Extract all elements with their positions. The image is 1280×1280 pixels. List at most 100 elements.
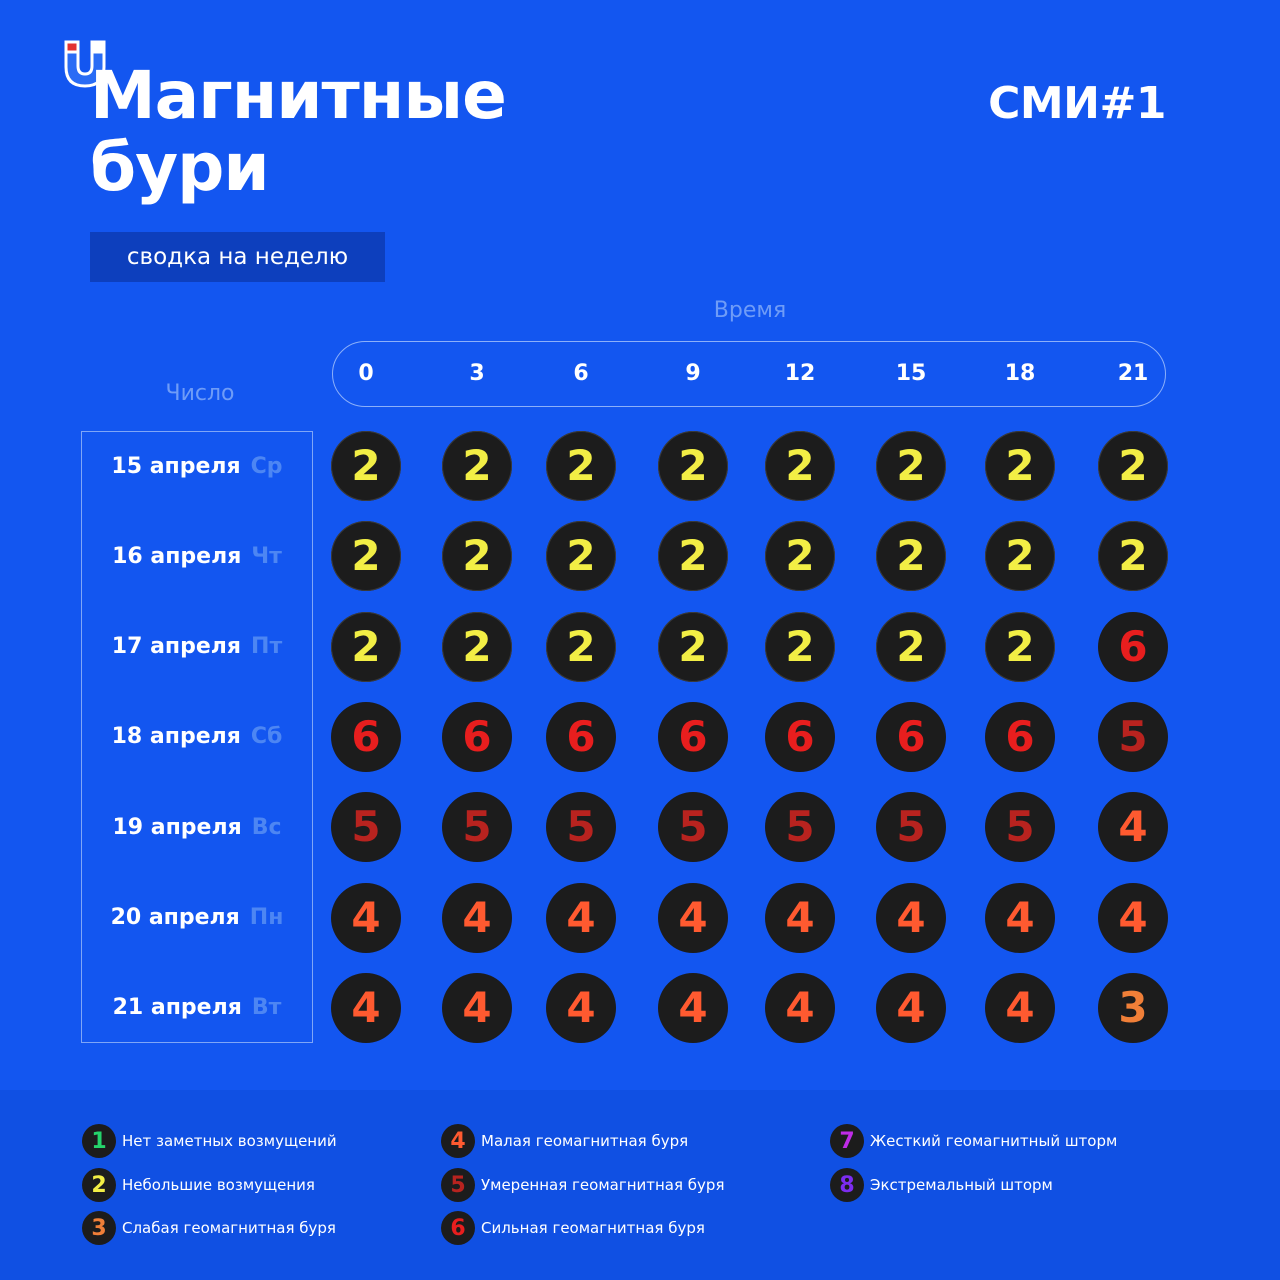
kp-level-cell: 4	[442, 972, 512, 1043]
kp-level-cell: 5	[658, 792, 728, 863]
legend-label: Слабая геомагнитная буря	[122, 1219, 336, 1237]
legend-level-badge: 2	[82, 1168, 116, 1202]
kp-level-cell: 5	[876, 792, 946, 863]
hour-label: 18	[1004, 361, 1036, 386]
legend-item: 3 Слабая геомагнитная буря	[82, 1211, 336, 1245]
brand-logo-text: СМИ#1	[988, 78, 1166, 129]
kp-level-cell: 6	[658, 701, 728, 772]
hour-label: 6	[573, 361, 589, 386]
date-row: 15 апреля Ср	[81, 446, 313, 486]
title-line-2: бури	[90, 129, 270, 206]
magnet-icon	[64, 40, 106, 88]
date-label: 16 апреля	[112, 543, 242, 569]
legend-level-badge: 1	[82, 1124, 116, 1158]
kp-level-cell: 2	[876, 611, 946, 682]
kp-level-cell: 2	[985, 611, 1055, 682]
hours-header	[332, 341, 1166, 407]
date-label: 20 апреля	[110, 905, 240, 930]
kp-level-cell: 5	[546, 792, 616, 863]
kp-level-cell: 6	[876, 701, 946, 772]
legend-level-badge: 5	[441, 1168, 475, 1202]
kp-level-cell: 4	[985, 882, 1055, 953]
legend-label: Малая геомагнитная буря	[481, 1132, 689, 1150]
kp-level-cell: 5	[985, 792, 1055, 863]
legend-label: Жесткий геомагнитный шторм	[870, 1132, 1118, 1150]
kp-level-cell: 4	[765, 972, 835, 1043]
date-row: 21 апреля Вт	[81, 988, 313, 1028]
kp-level-cell: 4	[658, 882, 728, 953]
date-row: 16 апреля Чт	[81, 536, 313, 576]
legend-panel	[0, 1090, 1280, 1280]
kp-level-cell: 2	[765, 431, 835, 501]
date-row: 18 апреля Сб	[81, 717, 313, 757]
kp-level-cell: 6	[331, 701, 401, 772]
date-row: 20 апреля Пн	[81, 898, 313, 938]
kp-level-cell: 2	[546, 611, 616, 682]
weekday-label: Чт	[251, 543, 282, 569]
subtitle-badge: сводка на неделю	[90, 232, 385, 282]
weekday-label: Ср	[250, 453, 283, 479]
kp-level-cell: 2	[1098, 431, 1168, 501]
title-line-1: Магнитные	[90, 57, 507, 134]
dates-column	[81, 431, 313, 1043]
kp-level-cell: 2	[658, 611, 728, 682]
kp-level-cell: 5	[1098, 701, 1168, 772]
legend-item: 2 Небольшие возмущения	[82, 1168, 315, 1202]
kp-level-cell: 4	[1098, 882, 1168, 953]
legend-label: Небольшие возмущения	[122, 1176, 315, 1194]
kp-level-cell: 4	[876, 972, 946, 1043]
kp-level-cell: 6	[442, 701, 512, 772]
legend-level-badge: 7	[830, 1124, 864, 1158]
kp-level-cell: 2	[876, 431, 946, 501]
kp-level-cell: 6	[546, 701, 616, 772]
legend-label: Умеренная геомагнитная буря	[481, 1176, 725, 1194]
date-row: 19 апреля Вс	[81, 807, 313, 847]
date-label: 18 апреля	[111, 724, 241, 750]
kp-level-cell: 2	[442, 521, 512, 592]
hour-label: 15	[895, 361, 927, 386]
kp-level-cell: 2	[765, 521, 835, 592]
hour-label: 0	[358, 361, 374, 386]
kp-level-cell: 4	[658, 972, 728, 1043]
kp-level-cell: 5	[442, 792, 512, 863]
kp-level-cell: 2	[442, 611, 512, 682]
legend-item: 4 Малая геомагнитная буря	[441, 1124, 688, 1158]
date-label: 19 апреля	[112, 814, 242, 840]
legend-level-badge: 4	[441, 1124, 475, 1158]
hour-label: 12	[784, 361, 816, 386]
kp-level-cell: 4	[765, 882, 835, 953]
kp-level-cell: 6	[765, 701, 835, 772]
kp-level-cell: 2	[658, 431, 728, 501]
kp-level-cell: 2	[546, 431, 616, 501]
kp-level-cell: 2	[765, 611, 835, 682]
kp-level-cell: 4	[546, 882, 616, 953]
kp-level-cell: 2	[331, 521, 401, 592]
weekday-label: Вт	[251, 995, 282, 1021]
kp-level-cell: 2	[546, 521, 616, 592]
kp-level-cell: 2	[1098, 521, 1168, 592]
legend-label: Нет заметных возмущений	[122, 1132, 337, 1150]
kp-level-cell: 6	[985, 701, 1055, 772]
kp-level-cell: 3	[1098, 972, 1168, 1043]
kp-level-cell: 4	[331, 882, 401, 953]
weekday-label: Сб	[250, 724, 283, 750]
kp-level-cell: 2	[442, 431, 512, 501]
legend-item: 8 Экстремальный шторм	[830, 1168, 1053, 1202]
legend-level-badge: 6	[441, 1211, 475, 1245]
legend-item: 1 Нет заметных возмущений	[82, 1124, 337, 1158]
weekday-label: Пт	[251, 634, 283, 660]
legend-item: 6 Сильная геомагнитная буря	[441, 1211, 705, 1245]
kp-level-cell: 4	[876, 882, 946, 953]
weekday-label: Вс	[251, 814, 282, 840]
legend-level-badge: 3	[82, 1211, 116, 1245]
date-label: 17 апреля	[111, 634, 242, 660]
subtitle-text: сводка на неделю	[126, 244, 349, 270]
date-label: 15 апреля	[111, 453, 241, 479]
time-axis-label: Время	[713, 298, 787, 323]
legend-item: 5 Умеренная геомагнитная буря	[441, 1168, 724, 1202]
kp-level-cell: 4	[1098, 792, 1168, 863]
kp-level-cell: 4	[442, 882, 512, 953]
hour-label: 3	[469, 361, 485, 386]
weekday-label: Пн	[249, 905, 284, 930]
date-row: 17 апреля Пт	[81, 627, 313, 667]
